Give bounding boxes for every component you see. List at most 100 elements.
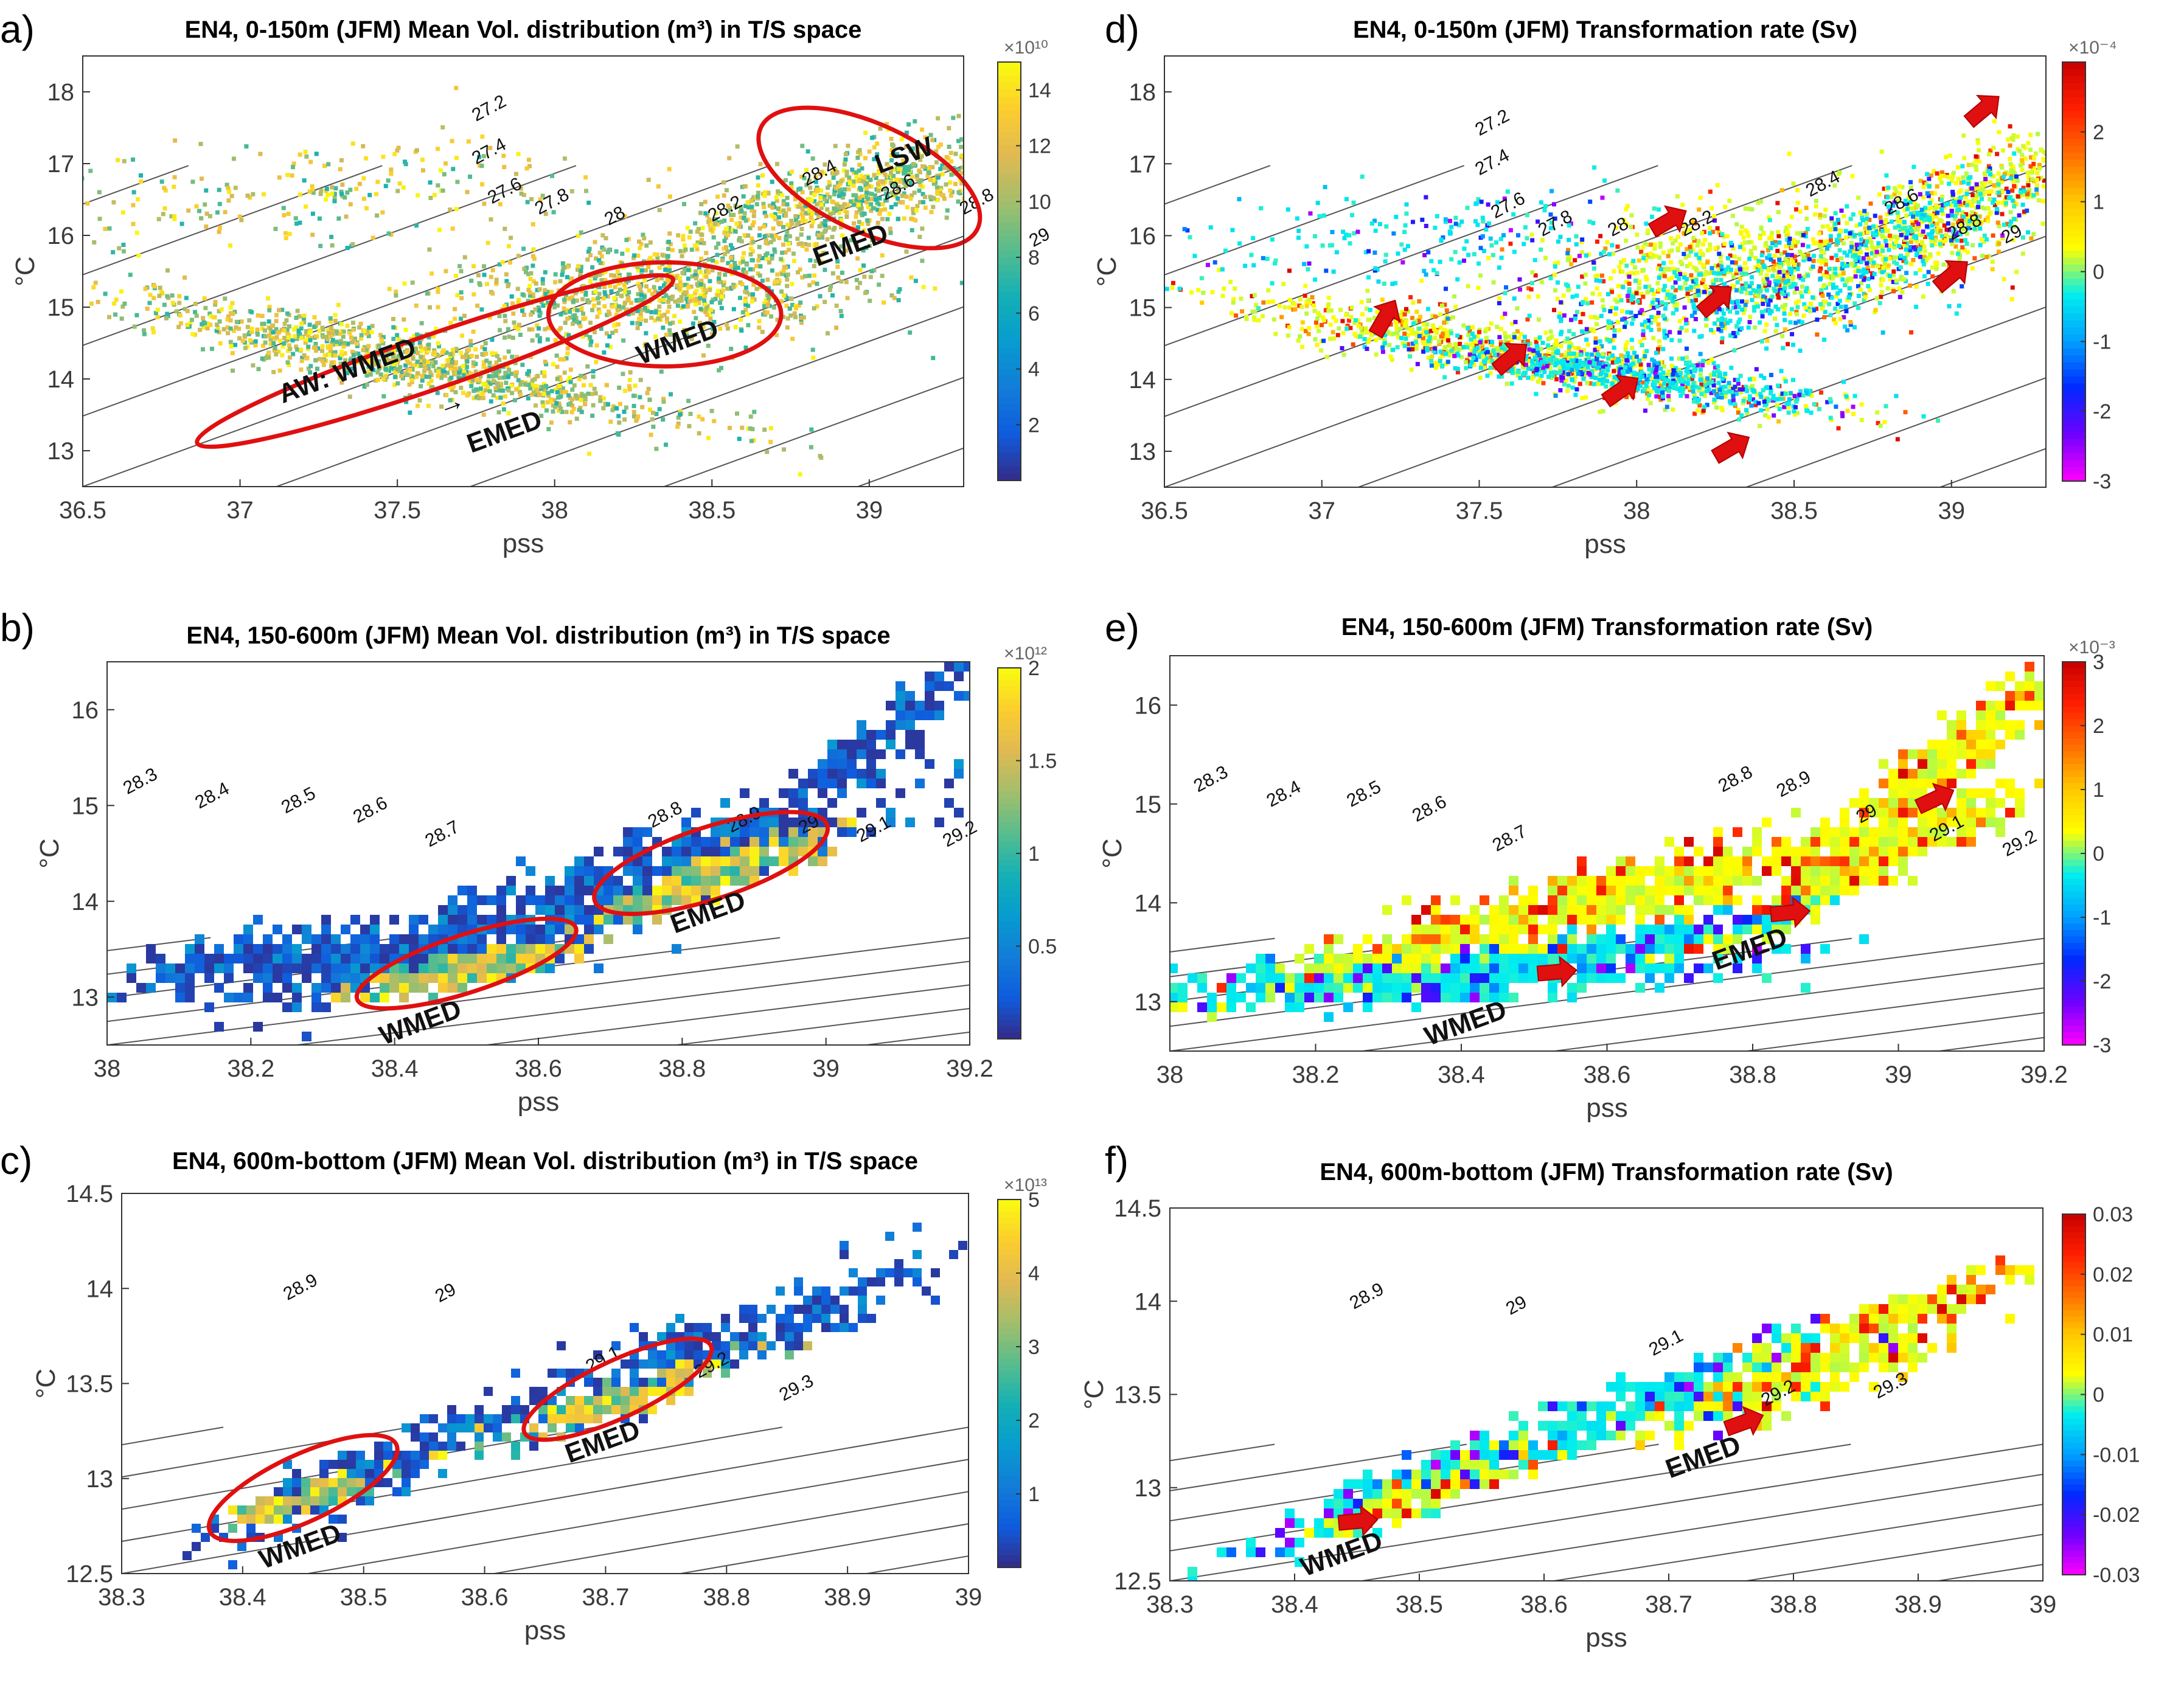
data-cell [389,167,394,172]
data-cell [415,371,420,376]
data-cell [698,210,703,215]
data-cell [633,866,642,876]
data-cell [641,232,645,237]
data-cell [358,321,363,326]
data-cell [857,162,862,167]
data-cell [501,375,506,380]
data-cell [891,167,896,172]
data-cell [643,268,648,273]
data-cell [742,210,747,215]
data-cell [666,342,671,347]
data-cell [302,954,311,963]
data-cell [872,173,877,178]
data-cell [609,273,614,277]
data-cell [580,297,585,302]
data-cell [537,336,542,341]
data-cell [715,293,720,297]
data-cell [616,414,621,418]
data-cell [427,247,432,252]
data-cell [795,270,800,275]
data-cell [880,253,885,258]
data-cell [111,250,116,255]
data-cell [593,330,597,335]
data-cell [769,856,779,866]
data-cell [557,375,562,380]
data-cell [866,779,876,788]
data-cell [575,308,580,313]
data-cell [725,286,730,291]
data-cell [438,925,448,934]
data-cell [200,347,205,352]
data-cell [711,837,720,847]
data-cell [880,202,885,207]
data-cell [428,180,433,185]
data-cell [228,339,233,344]
data-cell [944,662,954,672]
data-cell [788,788,798,798]
data-cell [513,373,518,378]
data-cell [649,310,654,314]
data-cell [914,208,919,213]
data-cell [681,237,686,242]
data-cell [681,234,686,238]
data-cell [536,305,541,310]
data-cell [273,345,277,350]
data-cell [620,251,625,256]
data-cell [574,416,579,421]
data-cell [302,316,307,321]
data-cell [718,300,723,305]
data-cell [526,934,535,944]
data-cell [173,138,178,143]
data-cell [771,305,776,310]
data-cell [602,350,607,355]
data-cell [843,187,847,192]
data-cell [439,375,444,380]
data-cell [519,380,524,384]
data-cell [621,338,626,343]
data-cell [496,895,506,905]
data-cell [900,178,905,182]
data-cell [215,210,220,215]
data-cell [740,847,750,856]
data-cell [457,264,462,269]
data-cell [339,380,344,385]
data-cell [383,373,388,378]
data-cell [789,296,794,301]
data-cell [146,944,156,954]
data-cell [728,243,733,248]
data-cell [808,779,818,788]
data-cell [429,373,434,378]
data-cell [498,328,503,333]
data-cell [267,308,272,313]
data-cell [750,847,759,856]
data-cell [750,818,759,827]
data-cell [581,311,586,316]
data-cell [631,394,636,398]
data-cell [956,199,961,204]
data-cell [716,276,721,281]
data-cell [354,341,359,346]
data-cell [286,212,291,217]
colorbar-segment [998,208,1021,217]
data-cell [297,220,302,225]
data-cell [554,401,559,406]
colorbar-segment [998,341,1021,349]
data-cell [686,268,691,273]
data-cell [717,271,722,276]
data-cell [451,384,456,389]
data-cell [649,315,654,320]
y-tick-label: 17 [47,151,75,178]
data-cell [813,259,818,263]
data-cell [756,175,760,180]
data-cell [993,642,1003,652]
data-cell [565,895,574,905]
data-cell [728,206,732,210]
data-cell [677,319,682,324]
data-cell [739,215,743,220]
data-cell [219,307,224,312]
data-cell [480,345,485,350]
data-cell [399,373,404,378]
data-cell [720,288,725,293]
data-cell [597,291,602,296]
data-cell [567,375,572,380]
